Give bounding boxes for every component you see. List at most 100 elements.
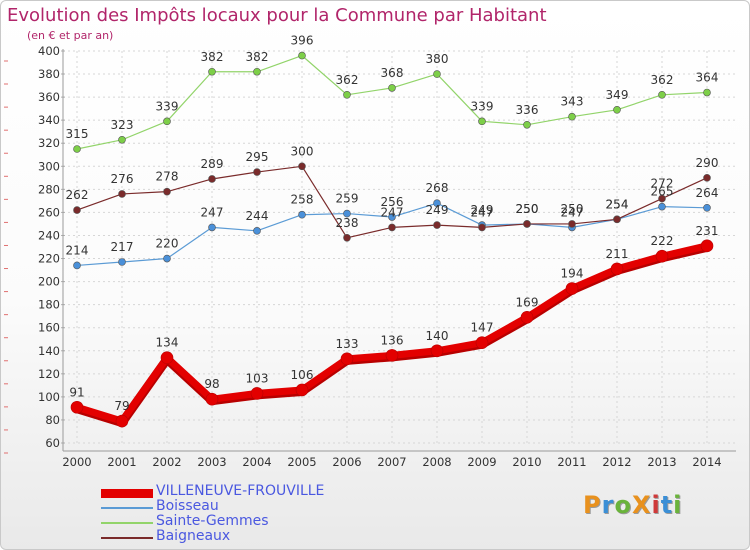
data-point [163, 254, 171, 263]
data-label: 364 [696, 71, 719, 85]
data-point [253, 67, 261, 76]
data-label: 214 [66, 243, 89, 257]
data-label: 140 [426, 329, 449, 343]
data-label: 349 [606, 88, 629, 102]
y-tick-label: 220 [38, 252, 60, 266]
data-point [208, 175, 216, 183]
data-label: 169 [516, 295, 539, 309]
data-label: 396 [291, 34, 314, 48]
proxiti-logo: ProXiti [583, 491, 683, 519]
data-point [160, 351, 174, 364]
data-label: 315 [66, 127, 89, 141]
y-tick-label: 180 [38, 298, 60, 312]
data-point [433, 70, 441, 78]
data-point [70, 400, 84, 414]
y-tick-label: 60 [45, 436, 60, 450]
data-point [388, 213, 396, 221]
data-point [658, 202, 666, 211]
data-label: 368 [381, 66, 404, 80]
data-point [523, 120, 531, 129]
x-tick-label: 2008 [422, 455, 451, 469]
data-label: 103 [246, 371, 269, 385]
data-point [253, 227, 261, 235]
data-point [340, 352, 354, 366]
data-point [205, 392, 219, 406]
x-tick-label: 2014 [692, 455, 721, 469]
data-label: 380 [426, 52, 449, 66]
data-label: 106 [291, 368, 314, 382]
data-point [703, 174, 711, 182]
data-point [388, 84, 396, 92]
data-label: 254 [606, 197, 629, 211]
data-point [163, 187, 171, 196]
data-label: 220 [156, 237, 179, 251]
data-point [118, 190, 126, 198]
data-label: 194 [561, 267, 584, 281]
data-label: 272 [651, 177, 674, 191]
legend-label: Boisseau [156, 498, 219, 514]
data-point [610, 262, 624, 276]
y-tick-label: 400 [38, 44, 60, 58]
data-point [658, 194, 666, 203]
data-label: 339 [156, 99, 179, 113]
data-point [568, 220, 576, 228]
x-tick-label: 2005 [287, 455, 316, 469]
data-point [613, 106, 621, 114]
y-tick-label: 160 [38, 321, 60, 335]
y-tick-label: 80 [45, 413, 60, 427]
data-label: 254 [606, 197, 629, 211]
data-label: 278 [156, 170, 179, 184]
x-tick-label: 2009 [467, 455, 496, 469]
data-label: 247 [201, 205, 224, 219]
chart-title: Evolution des Impôts locaux pour la Comm… [7, 5, 547, 26]
data-point [208, 223, 216, 232]
data-label: 300 [291, 144, 314, 158]
legend-swatch [101, 537, 153, 539]
data-point [565, 282, 579, 295]
x-tick-label: 2001 [107, 455, 136, 469]
data-label: 250 [516, 202, 539, 216]
x-tick-label: 2000 [62, 455, 91, 469]
data-point [703, 88, 711, 97]
legend-label: VILLENEUVE-FROUVILLE [156, 483, 325, 499]
y-tick-label: 340 [38, 113, 60, 127]
data-point [700, 239, 714, 253]
legend-label: Baigneaux [156, 528, 231, 544]
data-point [388, 223, 396, 232]
data-label: 336 [516, 103, 539, 117]
data-point [655, 249, 669, 263]
data-label: 382 [201, 50, 224, 64]
data-label: 136 [381, 333, 404, 347]
y-tick-label: 140 [38, 344, 60, 358]
x-tick-label: 2013 [647, 455, 676, 469]
data-label: 343 [561, 95, 584, 109]
x-tick-label: 2012 [602, 455, 631, 469]
data-label: 98 [204, 377, 219, 391]
data-point [430, 344, 444, 358]
chart-subtitle: (en € et par an) [27, 29, 114, 42]
data-label: 249 [426, 203, 449, 217]
data-label: 217 [111, 240, 134, 254]
legend-label: Sainte-Gemmes [156, 513, 269, 529]
y-tick-label: 280 [38, 182, 60, 196]
data-point [523, 220, 531, 228]
data-label: 259 [336, 192, 359, 206]
y-tick-label: 100 [38, 390, 60, 404]
data-point [520, 311, 534, 324]
y-tick-label: 240 [38, 228, 60, 242]
data-point [253, 168, 261, 176]
data-label: 133 [336, 337, 359, 351]
y-tick-label: 380 [38, 67, 60, 81]
y-tick-label: 300 [38, 159, 60, 173]
data-label: 276 [111, 172, 134, 186]
data-point [115, 414, 129, 428]
data-label: 249 [471, 203, 494, 217]
data-point [298, 51, 306, 60]
data-point [343, 209, 351, 218]
x-tick-label: 2002 [152, 455, 181, 469]
data-point [298, 162, 306, 171]
data-point [298, 210, 306, 219]
data-label: 231 [696, 224, 719, 238]
